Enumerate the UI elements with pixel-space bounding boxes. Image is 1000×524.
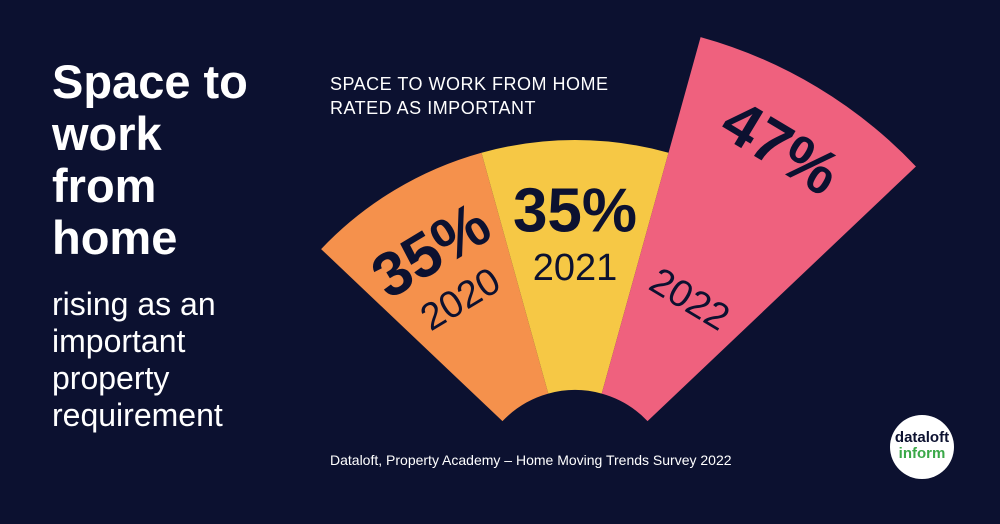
value-label: 35% xyxy=(513,176,637,245)
bar xyxy=(321,152,549,422)
logo-text: dataloft xyxy=(894,429,950,446)
bar xyxy=(601,37,916,422)
bar xyxy=(481,140,669,394)
subtitle: rising as an important property requirem… xyxy=(52,286,223,433)
logo: dataloft inform xyxy=(890,415,954,479)
source: Dataloft, Property Academy – Home Moving… xyxy=(330,452,732,468)
logo-text: inform xyxy=(898,445,946,462)
category-label: 2021 xyxy=(533,247,618,289)
chart-heading: SPACE TO WORK FROM HOME RATED AS IMPORTA… xyxy=(330,74,609,118)
title: Space to work from home xyxy=(52,55,248,264)
